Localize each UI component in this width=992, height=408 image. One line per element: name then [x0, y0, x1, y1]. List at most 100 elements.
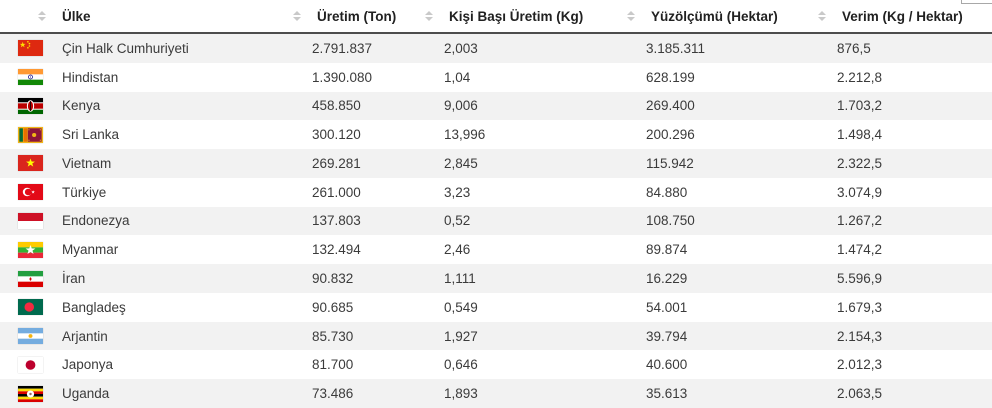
table-row: İran 90.832 1,111 16.229 5.596,9: [0, 264, 992, 293]
cell-yuzolcumu: 628.199: [646, 69, 695, 85]
table-row: Japonya 81.700 0,646 40.600 2.012,3: [0, 350, 992, 380]
column-header-label: Üretim (Ton): [317, 8, 397, 24]
cell-verim: 2.063,5: [837, 386, 883, 402]
table-row: Sri Lanka 300.120 13,996 200.296 1.498,4: [0, 120, 992, 150]
country-cell: Myanmar: [0, 241, 288, 258]
cell-uretim: 132.494: [312, 242, 361, 258]
country-cell: Hindistan: [0, 69, 288, 86]
country-name: Uganda: [62, 386, 110, 402]
cell-yuzolcumu: 89.874: [646, 242, 688, 258]
cell-verim: 2.154,3: [837, 328, 883, 344]
myanmar-flag-icon: [18, 241, 43, 258]
cell-kisi_basi: 1,111: [444, 271, 476, 286]
cell-uretim: 85.730: [312, 328, 354, 344]
sort-arrows-icon: [425, 11, 433, 21]
cell-yuzolcumu: 108.750: [646, 213, 695, 229]
cell-verim: 1.474,2: [837, 242, 883, 258]
country-cell: Türkiye: [0, 184, 288, 201]
column-header-verim[interactable]: Verim (Kg / Hektar): [813, 0, 992, 32]
cell-yuzolcumu: 200.296: [646, 127, 695, 143]
table-row: Hindistan 1.390.080 1,04 628.199 2.212,8: [0, 62, 992, 92]
cell-kisi_basi: 1,927: [444, 328, 478, 344]
column-header-label: Kişi Başı Üretim (Kg): [449, 8, 584, 24]
column-header-label: Yüzölçümü (Hektar): [651, 8, 778, 24]
cell-kisi_basi: 3,23: [444, 184, 471, 200]
country-name: Kenya: [62, 98, 101, 114]
cell-kisi_basi: 0,646: [444, 357, 478, 373]
column-header-yuzolcumu[interactable]: Yüzölçümü (Hektar): [622, 0, 813, 32]
country-name: Arjantin: [62, 328, 108, 344]
cell-verim: 2.322,5: [837, 155, 883, 171]
cell-verim: 1.267,2: [837, 213, 883, 229]
cell-uretim: 90.832: [312, 271, 354, 286]
japan-flag-icon: [18, 356, 43, 373]
table-row: Myanmar 132.494 2,46 89.874 1.474,2: [0, 235, 992, 265]
vietnam-flag-icon: [18, 155, 43, 172]
cell-verim: 2.012,3: [837, 357, 883, 373]
table-header-row: Ülke Üretim (Ton) Kişi Başı Üretim (Kg) Yüz…: [0, 0, 992, 34]
cell-yuzolcumu: 39.794: [646, 328, 688, 344]
cell-kisi_basi: 13,996: [444, 127, 486, 143]
turkiye-flag-icon: [18, 184, 43, 201]
indonesia-flag-icon: [18, 212, 43, 229]
table-row: Endonezya 137.803 0,52 108.750 1.267,2: [0, 206, 992, 236]
column-header-country[interactable]: Ülke: [0, 0, 288, 32]
cell-verim: 1.679,3: [837, 299, 883, 315]
country-name: Endonezya: [62, 213, 130, 229]
cell-kisi_basi: 1,893: [444, 386, 478, 402]
cell-uretim: 73.486: [312, 386, 354, 402]
country-name: Bangladeş: [62, 299, 126, 315]
uganda-flag-icon: [18, 385, 43, 402]
cell-yuzolcumu: 3.185.311: [646, 40, 706, 56]
column-header-uretim[interactable]: Üretim (Ton): [288, 0, 420, 32]
country-name: Çin Halk Cumhuriyeti: [62, 40, 189, 56]
cell-verim: 1.703,2: [837, 98, 883, 114]
table-row: Bangladeş 90.685 0,549 54.001 1.679,3: [0, 292, 992, 322]
cell-yuzolcumu: 16.229: [646, 271, 688, 286]
cell-uretim: 261.000: [312, 184, 361, 200]
country-name: İran: [62, 271, 86, 286]
country-name: Türkiye: [62, 184, 107, 200]
country-name: Sri Lanka: [62, 127, 120, 143]
cell-kisi_basi: 1,04: [444, 69, 471, 85]
column-header-kisi_basi[interactable]: Kişi Başı Üretim (Kg): [420, 0, 622, 32]
cell-kisi_basi: 0,52: [444, 213, 471, 229]
country-cell: Vietnam: [0, 155, 288, 172]
sort-arrows-icon: [818, 11, 826, 21]
country-cell: Sri Lanka: [0, 126, 288, 143]
country-cell: İran: [0, 270, 288, 287]
table-row: Türkiye 261.000 3,23 84.880 3.074,9: [0, 177, 992, 207]
cell-verim: 5.596,9: [837, 271, 883, 286]
cell-kisi_basi: 2,46: [444, 242, 471, 258]
cell-uretim: 300.120: [312, 127, 361, 143]
country-cell: Bangladeş: [0, 299, 288, 316]
country-name: Vietnam: [62, 155, 112, 171]
bangladesh-flag-icon: [18, 299, 43, 316]
sort-arrows-icon: [38, 11, 46, 21]
cell-uretim: 269.281: [312, 155, 361, 171]
table-row: Vietnam 269.281 2,845 115.942 2.322,5: [0, 149, 992, 178]
cell-kisi_basi: 9,006: [444, 98, 478, 114]
column-header-label: Verim (Kg / Hektar): [842, 8, 963, 24]
cell-yuzolcumu: 54.001: [646, 299, 688, 315]
country-cell: Arjantin: [0, 328, 288, 345]
country-cell: Uganda: [0, 385, 288, 402]
cell-verim: 2.212,8: [837, 69, 883, 85]
cell-uretim: 458.850: [312, 98, 361, 114]
india-flag-icon: [18, 69, 43, 86]
country-cell: Kenya: [0, 97, 288, 114]
table-row: Uganda 73.486 1,893 35.613 2.063,5: [0, 379, 992, 408]
cell-yuzolcumu: 115.942: [646, 155, 694, 171]
cell-uretim: 137.803: [312, 213, 361, 229]
iran-flag-icon: [18, 270, 43, 287]
china-flag-icon: [18, 40, 43, 57]
table-row: Arjantin 85.730 1,927 39.794 2.154,3: [0, 321, 992, 351]
country-name: Hindistan: [62, 69, 119, 85]
cutoff-search-input[interactable]: [961, 0, 992, 4]
cell-verim: 1.498,4: [837, 127, 883, 143]
srilanka-flag-icon: [18, 126, 43, 143]
sort-arrows-icon: [293, 11, 301, 21]
cell-uretim: 1.390.080: [312, 69, 373, 85]
cell-uretim: 2.791.837: [312, 40, 373, 56]
